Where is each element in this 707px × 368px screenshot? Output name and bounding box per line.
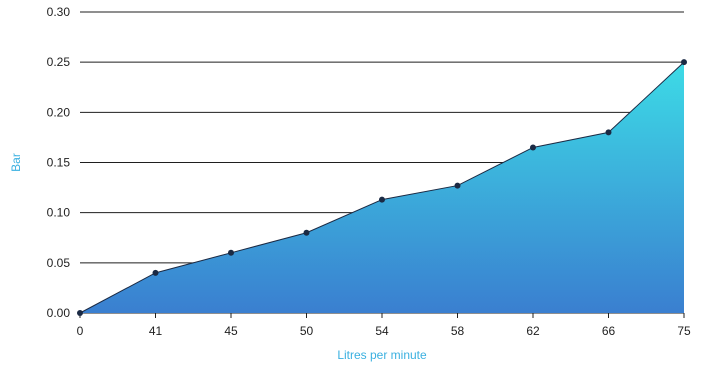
y-tick-label: 0.05 — [47, 256, 71, 270]
area-series — [79, 61, 685, 314]
y-tick-label: 0.20 — [47, 105, 71, 119]
y-tick-label: 0.00 — [47, 306, 71, 320]
y-tick-label: 0.15 — [47, 156, 71, 170]
x-tick-label: 75 — [677, 324, 691, 338]
axes: 0 41 45 50 54 58 62 66 75 — [77, 313, 691, 338]
x-tick-label: 0 — [77, 324, 84, 338]
x-tick-label: 41 — [149, 324, 163, 338]
data-point — [454, 182, 461, 189]
data-point — [152, 269, 159, 276]
x-tick-label: 54 — [375, 324, 389, 338]
y-axis-title: Bar — [9, 153, 23, 172]
y-tick-label: 0.25 — [47, 55, 71, 69]
x-tick-label: 58 — [451, 324, 465, 338]
y-tick-label: 0.30 — [47, 5, 71, 19]
x-tick-label: 50 — [300, 324, 314, 338]
y-tick-label: 0.10 — [47, 206, 71, 220]
data-point — [77, 310, 83, 316]
data-point — [681, 59, 687, 66]
x-tick-label: 62 — [526, 324, 540, 338]
x-tick-label: 45 — [224, 324, 238, 338]
data-point — [303, 229, 310, 236]
gridlines: 0.00 0.05 0.10 0.15 0.20 0.25 0.30 — [47, 5, 684, 320]
data-point — [530, 144, 536, 151]
x-axis-title: Litres per minute — [337, 348, 427, 362]
data-point — [379, 196, 385, 203]
data-point — [228, 249, 234, 256]
x-tick-label: 66 — [602, 324, 616, 338]
data-points — [77, 59, 687, 316]
data-point — [605, 129, 612, 136]
area-fill — [80, 62, 684, 313]
